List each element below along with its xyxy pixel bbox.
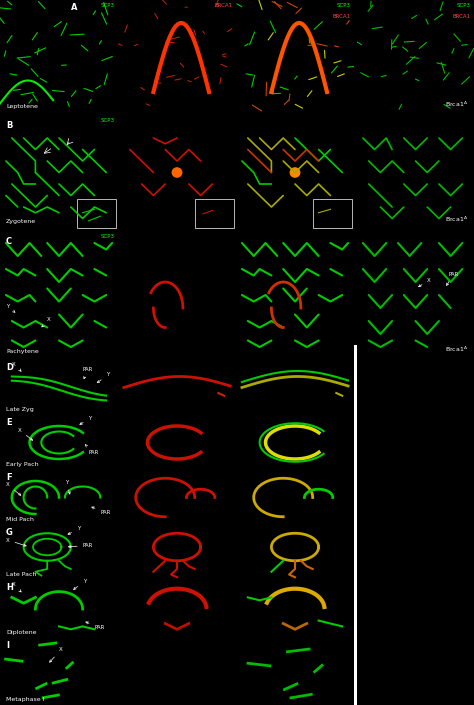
Text: Diplotene: Diplotene: [6, 630, 36, 635]
Bar: [77, 199, 116, 228]
Text: Y: Y: [6, 304, 15, 312]
Text: Leptotene: Leptotene: [6, 104, 38, 109]
Circle shape: [290, 168, 300, 177]
Text: PAR: PAR: [82, 367, 93, 379]
Text: X: X: [12, 582, 21, 592]
Text: A: A: [71, 4, 77, 13]
Text: B: B: [6, 121, 12, 130]
Text: SCP3: SCP3: [100, 234, 114, 239]
Text: H: H: [6, 583, 13, 592]
Bar: [195, 199, 234, 228]
Text: BRCA1: BRCA1: [214, 4, 232, 8]
Text: X: X: [6, 537, 26, 546]
Text: Late Zyg: Late Zyg: [6, 407, 34, 412]
Text: Brca1$^\Delta$: Brca1$^\Delta$: [445, 215, 468, 224]
Text: Early Pach: Early Pach: [6, 462, 38, 467]
Text: E: E: [6, 418, 11, 427]
Text: PAR: PAR: [85, 445, 99, 455]
Text: PAR: PAR: [68, 543, 93, 548]
Text: SCP3: SCP3: [100, 118, 114, 123]
Text: Brca1$^\Delta$: Brca1$^\Delta$: [445, 344, 468, 353]
Text: SCP3: SCP3: [100, 4, 114, 8]
Text: Pachytene: Pachytene: [6, 348, 39, 353]
Text: BRCA1: BRCA1: [332, 14, 350, 19]
Text: Y: Y: [73, 579, 86, 589]
Text: X: X: [419, 278, 431, 287]
Text: X: X: [50, 647, 63, 662]
Text: Y: Y: [80, 417, 92, 424]
Text: Y: Y: [68, 527, 80, 534]
Text: BRCA1: BRCA1: [452, 14, 471, 19]
Text: SCP3: SCP3: [337, 4, 350, 8]
Text: Late Pach: Late Pach: [6, 572, 36, 577]
Text: Mid Pach: Mid Pach: [6, 517, 34, 522]
Text: C: C: [6, 236, 12, 245]
Text: X: X: [42, 317, 51, 327]
Circle shape: [172, 168, 182, 177]
Text: Brca1$^\Delta$: Brca1$^\Delta$: [445, 100, 468, 109]
Text: Y: Y: [97, 372, 109, 383]
Text: G: G: [6, 528, 13, 537]
Text: Zygotene: Zygotene: [6, 219, 36, 224]
Text: X: X: [6, 482, 21, 496]
Text: X: X: [12, 362, 21, 372]
Text: F: F: [6, 473, 11, 482]
Text: Metaphase I: Metaphase I: [6, 697, 45, 701]
Text: D: D: [6, 363, 13, 372]
Text: I: I: [6, 642, 9, 650]
Text: PAR: PAR: [447, 271, 459, 286]
Text: PAR: PAR: [92, 507, 110, 515]
Text: PAR: PAR: [86, 622, 105, 630]
Text: X: X: [18, 427, 33, 441]
Text: Y: Y: [65, 479, 70, 494]
Bar: [313, 199, 352, 228]
Text: SCP3: SCP3: [456, 4, 471, 8]
